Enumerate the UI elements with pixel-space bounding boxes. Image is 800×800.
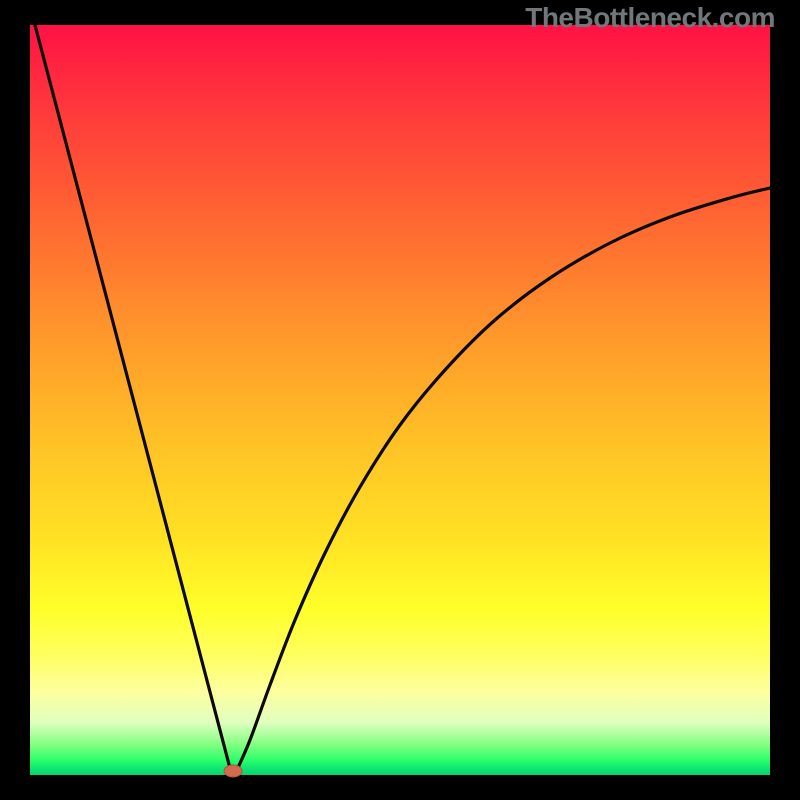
chart-container: TheBottleneck.com: [0, 0, 800, 800]
curve-right-branch: [236, 188, 770, 772]
curve-svg: [0, 0, 800, 800]
curve-left-branch: [35, 25, 231, 772]
min-marker: [224, 765, 242, 777]
